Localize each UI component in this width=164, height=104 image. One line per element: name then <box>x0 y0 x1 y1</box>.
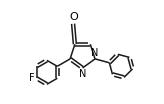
Text: N: N <box>79 69 86 79</box>
Text: F: F <box>29 73 35 83</box>
Text: O: O <box>69 12 78 22</box>
Text: N: N <box>91 48 98 58</box>
